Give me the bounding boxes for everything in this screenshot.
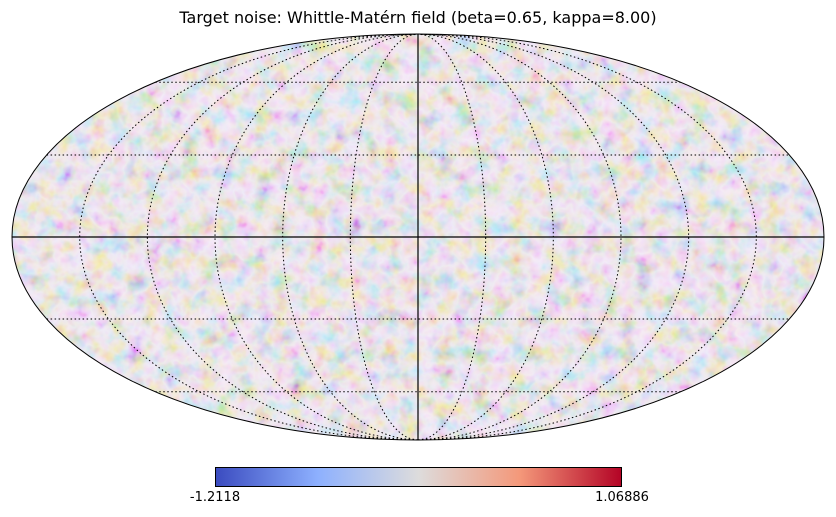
colorbar-min-label: -1.2118 [189,490,241,505]
meridian-line [417,34,757,440]
meridian-line [417,34,487,440]
chart-title: Target noise: Whittle-Matérn field (beta… [179,8,657,27]
meridian-line [417,34,690,440]
colorbar [215,467,622,487]
graticule [12,34,824,440]
colorbar-max-label: 1.06886 [595,490,649,505]
meridian-line [349,34,419,440]
meridian-line [79,34,419,440]
map-outline [11,33,825,441]
meridian-line [146,34,419,440]
